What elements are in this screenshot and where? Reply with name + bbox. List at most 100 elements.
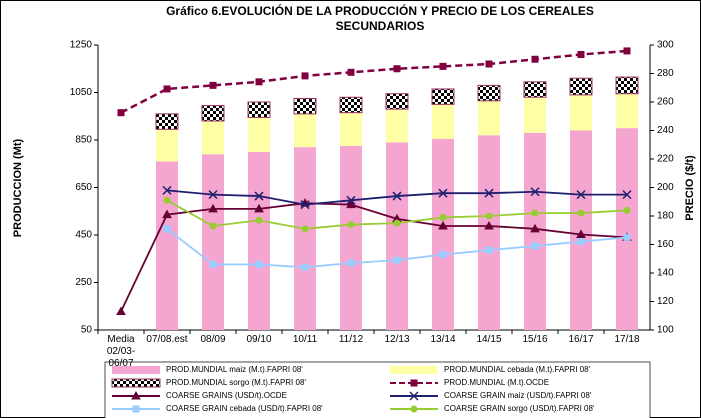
x-tick-label-box: 13/14 [430, 334, 456, 345]
y2-tick-label: 160 [657, 239, 674, 250]
legend-swatch [111, 378, 161, 388]
y2-tick-label: 260 [657, 97, 674, 108]
marker [255, 260, 263, 268]
y-tick-label: 850 [75, 135, 92, 146]
title-box: Gráfico 6.EVOLUCIÓN DE LA PRODUCCIÓN Y P… [166, 4, 594, 33]
x-tick-label-box: 12/13 [384, 334, 410, 345]
x-tick-label: 14/15 [476, 334, 502, 345]
bar-segment [156, 161, 178, 330]
legend-label: COARSE GRAIN cebada (USD/t).FAPRI 08' [166, 404, 323, 413]
x-tick-label-box: 08/09 [200, 334, 226, 345]
marker [531, 209, 539, 217]
legend-swatch [390, 366, 438, 374]
y2-tick-label: 240 [657, 125, 674, 136]
legend-label: PROD.MUNDIAL (M.t).OCDE [444, 378, 549, 387]
legend-box [104, 361, 651, 418]
line-series [116, 198, 632, 315]
x-tick-label: 09/10 [246, 334, 272, 345]
marker [254, 191, 264, 201]
marker [576, 229, 586, 239]
marker [301, 225, 309, 233]
marker [162, 185, 172, 195]
y-tick-label: 1250 [70, 40, 93, 51]
marker [577, 209, 585, 217]
marker [162, 209, 172, 219]
bar-segment [248, 117, 270, 152]
marker [116, 306, 126, 315]
marker [209, 81, 217, 89]
bar-segment [431, 88, 455, 105]
bar-segment [524, 97, 546, 133]
marker [438, 188, 448, 198]
marker [484, 220, 494, 230]
legend-label: PROD.MUNDIAL cebada (M.t).FAPRI 08' [444, 365, 591, 374]
marker [300, 200, 310, 210]
bar-segment [616, 93, 638, 129]
y2-tick-label: 120 [657, 296, 674, 307]
marker [209, 260, 217, 268]
marker [531, 55, 539, 63]
marker [346, 199, 356, 209]
y-tick-label: 50 [81, 325, 93, 336]
bar-segment [616, 128, 638, 330]
marker [163, 85, 171, 93]
bar-segment [155, 113, 179, 130]
marker [301, 263, 309, 271]
marker [485, 60, 493, 68]
x-tick-label-box: 14/15 [476, 334, 502, 345]
bar-segment [386, 142, 408, 330]
x-tick-label-box: 11/12 [338, 334, 364, 345]
x-tick-label: 13/14 [430, 334, 456, 345]
bar-segment [339, 96, 363, 114]
x-tick-label: 11/12 [338, 334, 364, 345]
marker [623, 206, 631, 214]
x-tick-label-box: 09/10 [246, 334, 272, 345]
line-series [163, 196, 631, 233]
x-tick-label-box: 16/17 [568, 334, 593, 345]
bar-segment [478, 100, 500, 136]
x-tick-label: 17/18 [614, 334, 640, 345]
bar-segment [294, 147, 316, 330]
line [120, 49, 628, 114]
legend-marker [131, 390, 141, 400]
legend-marker [410, 379, 418, 387]
bar-segment [478, 135, 500, 330]
y2-tick-label: 300 [657, 40, 674, 51]
x-tick-label: 07/08.est [146, 334, 188, 345]
marker [347, 259, 355, 267]
y-tick-label: 650 [75, 182, 92, 193]
legend-label: PROD.MUNDIAL sorgo (M.t).FAPRI 08' [166, 378, 306, 387]
bar-segment [615, 76, 639, 95]
marker [439, 62, 447, 70]
bar-segment [570, 94, 592, 131]
x-tick-label: 12/13 [384, 334, 410, 345]
marker [163, 196, 171, 204]
line-series [117, 47, 631, 117]
marker [577, 238, 585, 246]
marker [577, 51, 585, 58]
legend-marker [132, 405, 140, 413]
bar-segment [477, 84, 501, 102]
marker [392, 191, 402, 201]
bar-segment [569, 77, 593, 96]
bar-segment [248, 151, 270, 330]
marker [439, 250, 447, 258]
y2-tick-label: 100 [657, 325, 674, 336]
marker [438, 220, 448, 230]
marker [485, 246, 493, 254]
marker [531, 242, 539, 250]
marker [530, 223, 540, 233]
marker [208, 190, 218, 200]
marker [393, 65, 401, 73]
x-tick-label-box: 15/16 [522, 334, 548, 345]
marker [301, 72, 309, 80]
x-tick-label: 08/09 [200, 334, 226, 345]
y2-tick-label: 180 [657, 211, 674, 222]
bar-segment [201, 105, 225, 122]
marker [208, 203, 218, 213]
y2-tick-label: 280 [657, 68, 674, 79]
marker [484, 188, 494, 198]
x-tick-label: 15/16 [522, 334, 548, 345]
y-tick-label: 450 [75, 230, 92, 241]
